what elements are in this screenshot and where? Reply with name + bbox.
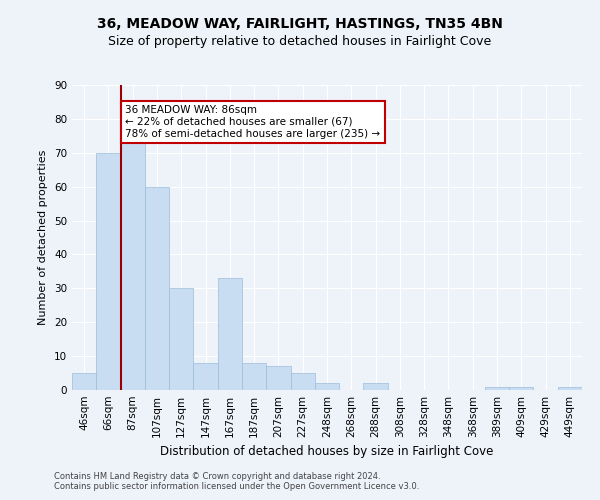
Bar [290,373,315,390]
Text: 36, MEADOW WAY, FAIRLIGHT, HASTINGS, TN35 4BN: 36, MEADOW WAY, FAIRLIGHT, HASTINGS, TN3… [97,18,503,32]
Bar [218,278,242,390]
Text: Contains public sector information licensed under the Open Government Licence v3: Contains public sector information licen… [54,482,419,491]
Bar [266,366,290,390]
Bar [315,383,339,390]
X-axis label: Distribution of detached houses by size in Fairlight Cove: Distribution of detached houses by size … [160,446,494,458]
Text: 36 MEADOW WAY: 86sqm
← 22% of detached houses are smaller (67)
78% of semi-detac: 36 MEADOW WAY: 86sqm ← 22% of detached h… [125,106,380,138]
Y-axis label: Number of detached properties: Number of detached properties [38,150,49,325]
Text: Contains HM Land Registry data © Crown copyright and database right 2024.: Contains HM Land Registry data © Crown c… [54,472,380,481]
Bar [121,136,145,390]
Bar [169,288,193,390]
Text: Size of property relative to detached houses in Fairlight Cove: Size of property relative to detached ho… [109,35,491,48]
Bar [364,383,388,390]
Bar [509,386,533,390]
Bar [145,186,169,390]
Bar [72,373,96,390]
Bar [96,153,121,390]
Bar [485,386,509,390]
Bar [193,363,218,390]
Bar [558,386,582,390]
Bar [242,363,266,390]
